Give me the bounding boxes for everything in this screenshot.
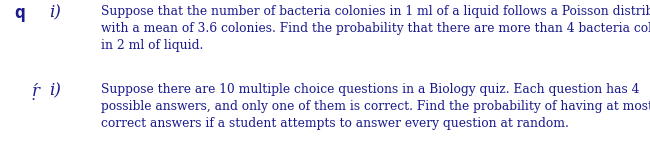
- Text: ṛ́: ṛ́: [31, 82, 39, 99]
- Text: q: q: [14, 4, 25, 22]
- Text: Suppose that the number of bacteria colonies in 1 ml of a liquid follows a Poiss: Suppose that the number of bacteria colo…: [101, 4, 650, 52]
- Text: Suppose there are 10 multiple choice questions in a Biology quiz. Each question : Suppose there are 10 multiple choice que…: [101, 82, 650, 130]
- Text: i): i): [49, 4, 60, 21]
- Text: i): i): [49, 82, 60, 99]
